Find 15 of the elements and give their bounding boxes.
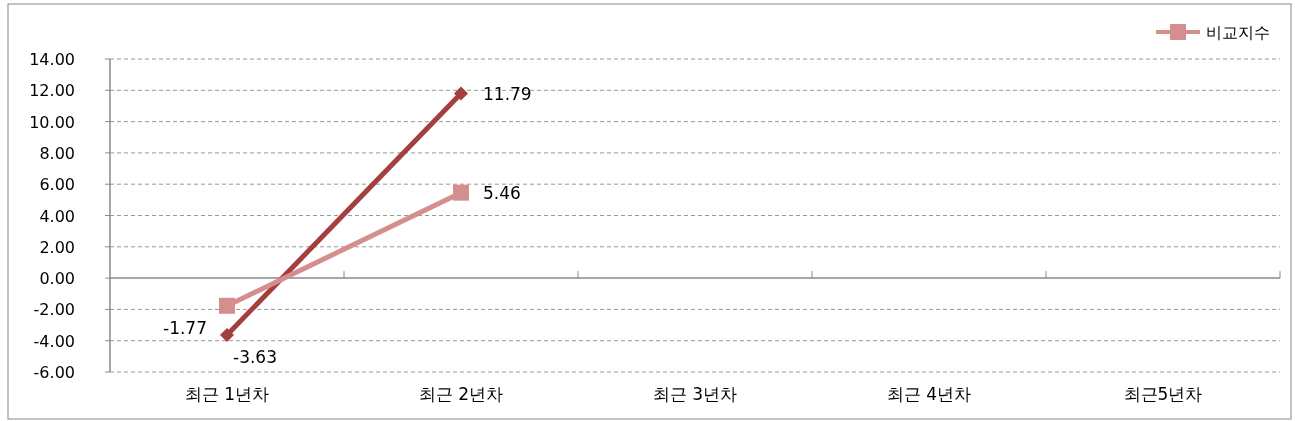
y-tick-label: -2.00 (33, 300, 75, 320)
y-tick-label: 10.00 (29, 112, 75, 132)
point (219, 297, 235, 314)
y-tick-label: 14.00 (29, 50, 75, 69)
point (454, 86, 468, 101)
y-tick-label: 8.00 (39, 143, 75, 163)
y-tick-label: -4.00 (33, 331, 75, 351)
y-tick-label: 12.00 (29, 81, 75, 101)
point (453, 184, 469, 201)
y-tick-label: 0.00 (39, 269, 75, 289)
y-tick-label: 4.00 (39, 206, 75, 226)
y-tick-label: -6.00 (33, 363, 75, 382)
point (220, 327, 234, 342)
y-tick-label: 6.00 (39, 175, 75, 195)
y-tick-label: 2.00 (39, 237, 75, 257)
